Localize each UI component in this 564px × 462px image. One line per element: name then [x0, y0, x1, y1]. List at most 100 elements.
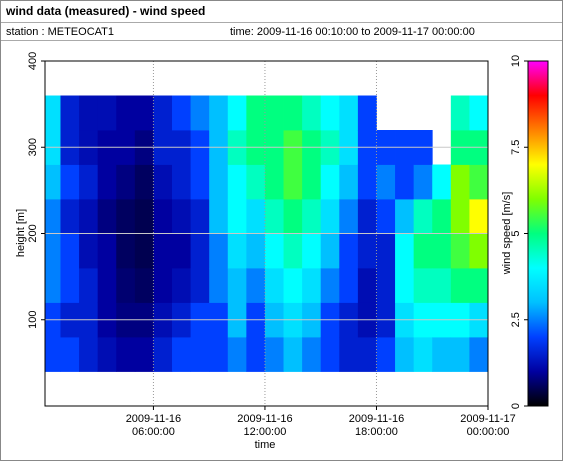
heat-cell	[450, 268, 470, 303]
heat-cell	[264, 95, 284, 131]
heat-cell	[172, 164, 192, 200]
heat-cell	[134, 268, 154, 303]
heat-cell	[209, 95, 229, 131]
heat-cell	[190, 199, 210, 234]
y-tick-label: 100	[27, 311, 39, 329]
heat-cell	[79, 337, 99, 372]
heat-cell	[302, 199, 322, 234]
heat-cell	[432, 268, 452, 303]
heat-cell	[376, 164, 396, 200]
colorbar-tick-label: 2.5	[510, 312, 522, 327]
heat-cell	[432, 199, 452, 234]
colorbar-tick-label: 10	[510, 55, 522, 67]
heat-cell	[450, 95, 470, 131]
heat-cell	[209, 233, 229, 269]
heat-cell	[172, 268, 192, 303]
heat-cell	[227, 233, 247, 269]
heat-cell	[97, 164, 117, 200]
heat-cell	[134, 233, 154, 269]
heat-cell	[339, 164, 359, 200]
heat-cell	[264, 199, 284, 234]
heat-cell	[450, 164, 470, 200]
heat-cell	[376, 233, 396, 269]
heat-cell	[283, 233, 303, 269]
heat-cell	[45, 164, 61, 200]
heat-cell	[246, 199, 266, 234]
heat-cell	[209, 337, 229, 372]
heat-cell	[134, 95, 154, 131]
heat-cell	[60, 233, 80, 269]
station-label: station : METEOCAT1	[6, 26, 114, 38]
heat-cell	[413, 199, 433, 234]
heat-cell	[79, 95, 99, 131]
heat-cell	[209, 199, 229, 234]
y-tick-label: 200	[27, 224, 39, 242]
heat-cell	[469, 233, 489, 269]
heat-cell	[450, 337, 470, 372]
heat-cell	[134, 199, 154, 234]
heat-cell	[339, 233, 359, 269]
heat-cell	[246, 268, 266, 303]
heat-cell	[172, 95, 192, 131]
colorbar-tick-label: 5	[510, 230, 522, 236]
heat-cell	[227, 164, 247, 200]
heat-cell	[116, 199, 136, 234]
heat-cell	[283, 199, 303, 234]
heat-cell	[190, 95, 210, 131]
heat-cell	[339, 199, 359, 234]
heat-cell	[432, 233, 452, 269]
heat-cell	[153, 233, 173, 269]
heat-cell	[227, 268, 247, 303]
heat-cell	[116, 164, 136, 200]
heat-cell	[153, 337, 173, 372]
heat-cell	[45, 337, 61, 372]
heat-cell	[469, 337, 489, 372]
heat-cell	[60, 268, 80, 303]
y-tick-label: 400	[27, 52, 39, 70]
heat-cell	[357, 233, 377, 269]
heat-cell	[79, 233, 99, 269]
heat-cell	[264, 164, 284, 200]
heat-cell	[320, 268, 340, 303]
heat-cell	[45, 233, 61, 269]
heat-cell	[60, 95, 80, 131]
y-tick-label: 300	[27, 138, 39, 156]
heat-cell	[469, 268, 489, 303]
heat-cell	[469, 199, 489, 234]
heat-cell	[79, 268, 99, 303]
heat-cell	[302, 95, 322, 131]
heat-cell	[97, 233, 117, 269]
heat-cell	[79, 164, 99, 200]
heat-cell	[45, 199, 61, 234]
plot-border	[44, 60, 489, 407]
colorbar-tick-label: 7.5	[510, 140, 522, 155]
heat-cell	[395, 337, 415, 372]
x-tick-label: 2009-11-16 12:00:00	[237, 413, 292, 438]
heat-cell	[320, 199, 340, 234]
heat-cell	[357, 164, 377, 200]
time-label: time: 2009-11-16 00:10:00 to 2009-11-17 …	[230, 26, 475, 38]
heat-cell	[302, 233, 322, 269]
heat-cell	[79, 199, 99, 234]
heat-cell	[339, 268, 359, 303]
heat-cell	[339, 95, 359, 131]
heat-cell	[45, 268, 61, 303]
heat-cell	[60, 199, 80, 234]
heat-cell	[116, 233, 136, 269]
heat-cell	[264, 337, 284, 372]
heat-cell	[45, 95, 61, 131]
heat-cell	[60, 337, 80, 372]
heat-cell	[395, 199, 415, 234]
heat-cell	[134, 164, 154, 200]
heat-cell	[302, 268, 322, 303]
heat-cell	[246, 95, 266, 131]
chart-title: wind data (measured) - wind speed	[5, 4, 205, 18]
heat-cell	[190, 268, 210, 303]
heat-cell	[227, 95, 247, 131]
heat-cell	[413, 268, 433, 303]
x-tick-label: 2009-11-17 00:00:00	[460, 413, 515, 438]
heat-cell	[97, 337, 117, 372]
heat-cell	[246, 164, 266, 200]
heat-cell	[209, 268, 229, 303]
